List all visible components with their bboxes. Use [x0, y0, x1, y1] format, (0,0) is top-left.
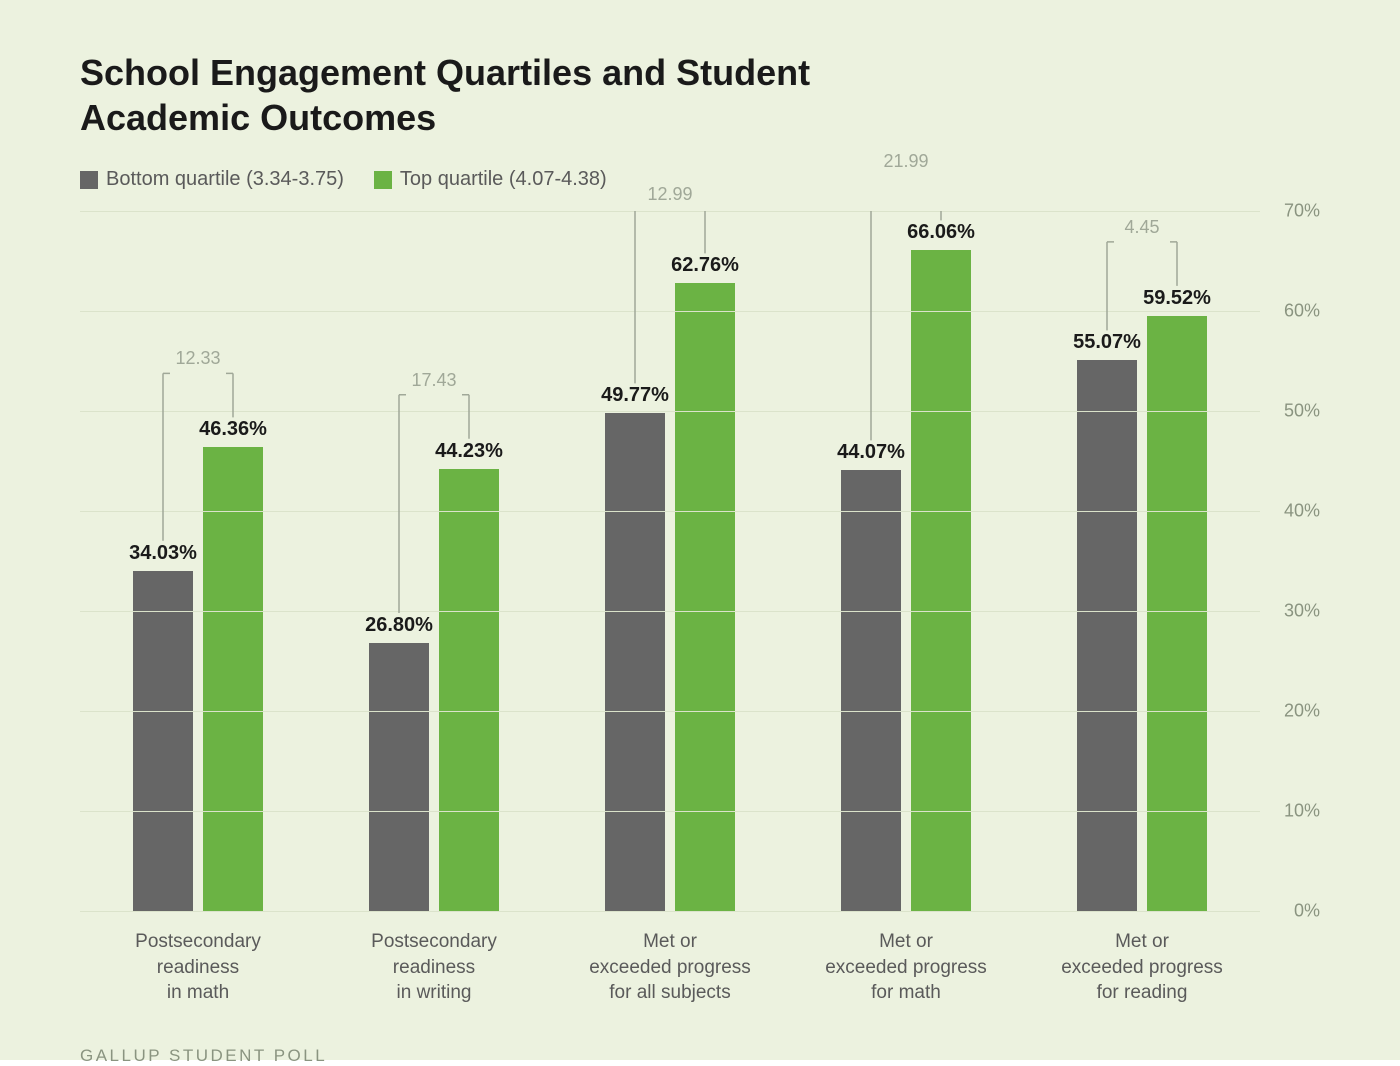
x-axis-label: Postsecondary readiness in writing: [316, 929, 552, 1006]
legend-swatch: [80, 171, 98, 189]
x-axis-label: Met or exceeded progress for math: [788, 929, 1024, 1006]
y-tick-label: 20%: [1260, 701, 1320, 722]
y-tick-label: 30%: [1260, 601, 1320, 622]
diff-label: 12.99: [647, 184, 692, 205]
y-tick-label: 10%: [1260, 801, 1320, 822]
grid-line: [80, 311, 1260, 312]
grid-line: [80, 911, 1260, 912]
legend-item: Top quartile (4.07-4.38): [374, 168, 607, 191]
diff-label: 17.43: [411, 370, 456, 391]
bar-group: 34.03%46.36%: [80, 211, 316, 911]
x-axis-labels: Postsecondary readiness in mathPostsecon…: [80, 929, 1320, 1006]
y-tick-label: 50%: [1260, 401, 1320, 422]
bar-value-label: 66.06%: [907, 221, 975, 244]
bar-value-label: 49.77%: [601, 384, 669, 407]
x-axis-label: Met or exceeded progress for reading: [1024, 929, 1260, 1006]
y-tick-label: 70%: [1260, 201, 1320, 222]
bar-groups: 34.03%46.36%26.80%44.23%49.77%62.76%44.0…: [80, 211, 1260, 911]
grid-line: [80, 211, 1260, 212]
grid-line: [80, 511, 1260, 512]
diff-label: 12.33: [175, 348, 220, 369]
legend: Bottom quartile (3.34-3.75) Top quartile …: [80, 168, 1320, 191]
grid-line: [80, 411, 1260, 412]
diff-label: 4.45: [1124, 217, 1159, 238]
bar-bottom-quartile: 26.80%: [369, 643, 429, 911]
bar-bottom-quartile: 49.77%: [605, 413, 665, 911]
bar-value-label: 44.07%: [837, 441, 905, 464]
bar-group: 26.80%44.23%: [316, 211, 552, 911]
bar-value-label: 62.76%: [671, 254, 739, 277]
bar-top-quartile: 62.76%: [675, 283, 735, 911]
bar-value-label: 55.07%: [1073, 331, 1141, 354]
bar-value-label: 26.80%: [365, 614, 433, 637]
x-axis-label: Met or exceeded progress for all subject…: [552, 929, 788, 1006]
chart-footer: GALLUP STUDENT POLL: [80, 1046, 1320, 1066]
y-tick-label: 40%: [1260, 501, 1320, 522]
x-axis-label: Postsecondary readiness in math: [80, 929, 316, 1006]
chart-container: School Engagement Quartiles and Student …: [0, 0, 1400, 1060]
legend-swatch: [374, 171, 392, 189]
plot-wrap: 34.03%46.36%26.80%44.23%49.77%62.76%44.0…: [80, 211, 1320, 911]
bar-value-label: 44.23%: [435, 440, 503, 463]
bar-group: 55.07%59.52%: [1024, 211, 1260, 911]
bar-bottom-quartile: 34.03%: [133, 571, 193, 911]
chart-title: School Engagement Quartiles and Student …: [80, 50, 1320, 140]
bar-top-quartile: 44.23%: [439, 469, 499, 911]
y-tick-label: 0%: [1260, 901, 1320, 922]
legend-item: Bottom quartile (3.34-3.75): [80, 168, 344, 191]
bar-value-label: 46.36%: [199, 418, 267, 441]
grid-line: [80, 711, 1260, 712]
bar-value-label: 59.52%: [1143, 287, 1211, 310]
plot-area: 34.03%46.36%26.80%44.23%49.77%62.76%44.0…: [80, 211, 1260, 911]
grid-line: [80, 811, 1260, 812]
legend-label: Bottom quartile (3.34-3.75): [106, 168, 344, 191]
bar-bottom-quartile: 55.07%: [1077, 360, 1137, 911]
legend-label: Top quartile (4.07-4.38): [400, 168, 607, 191]
bar-value-label: 34.03%: [129, 542, 197, 565]
grid-line: [80, 611, 1260, 612]
bar-group: 44.07% 66.06%: [788, 211, 1024, 911]
bar-top-quartile: 59.52%: [1147, 316, 1207, 911]
bar-top-quartile: 46.36%: [203, 447, 263, 911]
bar-bottom-quartile: 44.07%: [841, 470, 901, 911]
y-tick-label: 60%: [1260, 301, 1320, 322]
bar-group: 49.77%62.76%: [552, 211, 788, 911]
y-axis: 0%10%20%30%40%50%60%70%: [1260, 211, 1320, 911]
diff-label: 21.99: [883, 151, 928, 172]
